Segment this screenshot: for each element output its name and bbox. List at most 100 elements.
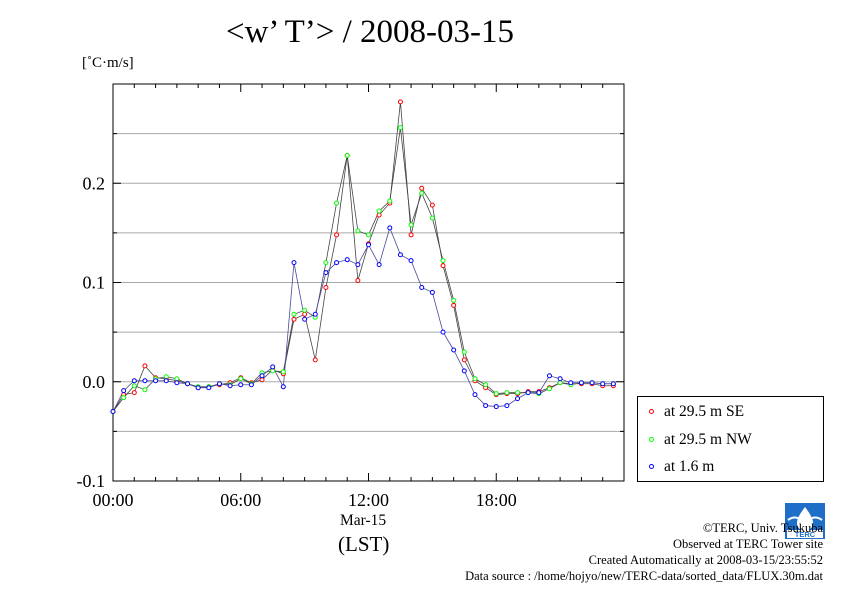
series-2-point (110, 409, 116, 415)
series-0-point (334, 232, 340, 238)
x-tick-label: 18:00 (476, 490, 517, 510)
series-0-point (376, 212, 382, 218)
series-1-point (334, 200, 340, 206)
series-2-point (355, 262, 361, 268)
series-2-point (536, 390, 542, 396)
series-line-0 (112, 101, 614, 412)
series-1-point (515, 390, 521, 396)
series-2-point (557, 376, 563, 382)
series-2-point (259, 373, 265, 379)
x-axis-ticks: 00:00 06:00 12:00 18:00 (92, 84, 625, 510)
series-1-point (121, 395, 127, 401)
series-2-point (461, 368, 467, 374)
series-0-point (419, 185, 425, 191)
series-2-point (451, 347, 457, 353)
series-1-point (493, 391, 499, 397)
series-1-point (472, 376, 478, 382)
series-2-point (408, 258, 414, 264)
series-2-point (344, 257, 350, 263)
series-0-point (302, 311, 308, 317)
grid-lines (113, 133, 624, 432)
x-axis-date-label: Mar-15 (340, 512, 387, 529)
legend-label-1-6m: at 1.6 m (664, 458, 715, 475)
created-text: Created Automatically at 2008-03-15/23:5… (588, 553, 823, 567)
series-0-point (142, 363, 148, 369)
y-axis-ticks: -0.1 0.0 0.1 0.2 (77, 83, 624, 491)
series-1-point (397, 125, 403, 131)
series-1-point (323, 260, 329, 266)
series-1-point (483, 382, 489, 388)
source-text: Data source : /home/hojyo/new/TERC-data/… (465, 569, 823, 583)
x-tick-label: 06:00 (220, 490, 261, 510)
series-2-point (323, 270, 329, 276)
series-2-point (270, 364, 276, 370)
series-1-point (142, 387, 148, 393)
y-tick-label: -0.1 (77, 471, 106, 491)
series-2-point (525, 390, 531, 396)
series-2-point (610, 381, 616, 387)
series-2-point (493, 404, 499, 410)
series-2-point (206, 385, 212, 391)
legend-item-se: at 29.5 m SE (644, 402, 744, 422)
series-1-point (440, 258, 446, 264)
series-1-point (238, 376, 244, 382)
series-1-point (546, 386, 552, 392)
series-1-point (451, 297, 457, 303)
series-0-point (408, 232, 414, 238)
series-0-point (461, 357, 467, 363)
series-0-point (429, 202, 435, 208)
legend-marker-nw (644, 434, 660, 446)
series-2-point (429, 289, 435, 295)
series-2-point (515, 396, 521, 402)
series-1-point (355, 228, 361, 234)
site-text: Observed at TERC Tower site (672, 537, 823, 551)
series-2-point (312, 311, 318, 317)
legend-marker-se (644, 406, 660, 418)
series-2-point (121, 388, 127, 394)
series-2-point (546, 373, 552, 379)
series-2-point (568, 380, 574, 386)
series-2-point (131, 378, 137, 384)
series-1-point (408, 222, 414, 228)
series-1-point (344, 152, 350, 158)
series-0-point (291, 316, 297, 322)
legend: at 29.5 m SE at 29.5 m NW at 1.6 m (637, 396, 824, 482)
series-2-point (153, 378, 159, 384)
series-2-point (578, 380, 584, 386)
series-1-point (174, 376, 180, 382)
series-1-point (387, 198, 393, 204)
credits-block: ©TERC, Univ. Tsukuba Observed at TERC To… (465, 520, 823, 584)
series-1-point (366, 232, 371, 238)
x-tick-label: 12:00 (348, 490, 389, 510)
series-0-point (355, 278, 361, 284)
chart-title: <w’ T’> / 2008-03-15 (225, 14, 515, 50)
series-2-point (376, 262, 382, 268)
series-1-point (291, 311, 297, 317)
series-0-point (440, 263, 446, 269)
series-2-point (334, 260, 340, 266)
series-line-1 (112, 127, 614, 412)
legend-label-nw: at 29.5 m NW (664, 431, 752, 448)
x-axis-zone-label: (LST) (338, 532, 390, 556)
y-tick-label: 0.2 (83, 173, 106, 193)
series-2-point (163, 378, 169, 384)
series-2-point (589, 380, 595, 386)
copyright-text: ©TERC, Univ. Tsukuba (702, 521, 823, 535)
series-2-point (248, 382, 254, 388)
series-0-point (323, 284, 329, 290)
series-0-point (312, 357, 318, 363)
series-2-point (440, 329, 446, 335)
series-2-point (302, 316, 308, 322)
terc-logo-icon: TERC (785, 503, 825, 539)
series-2-point (483, 403, 489, 409)
series-2-point (366, 242, 371, 248)
legend-label-se: at 29.5 m SE (664, 403, 745, 420)
series-1-point (163, 374, 169, 380)
legend-item-1-6m: at 1.6 m (644, 457, 714, 477)
series-2-point (216, 381, 222, 387)
series-2-point (174, 380, 180, 386)
series-1-point (376, 208, 382, 214)
series-2-point (142, 378, 148, 384)
series-2-point (504, 403, 510, 409)
